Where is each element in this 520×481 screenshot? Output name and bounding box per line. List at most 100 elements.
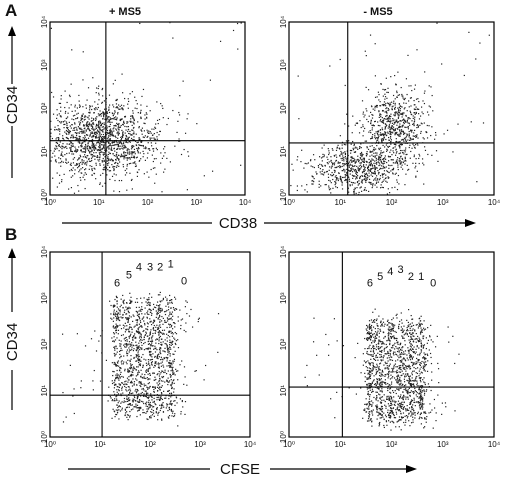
data-point: [109, 144, 111, 146]
data-point: [138, 342, 140, 344]
data-point: [127, 318, 130, 320]
data-point: [388, 139, 390, 141]
data-point: [387, 164, 390, 166]
data-point: [160, 352, 162, 355]
data-point: [397, 157, 399, 159]
data-point: [413, 135, 415, 137]
data-point: [145, 371, 147, 373]
data-point: [140, 375, 142, 377]
data-point: [383, 170, 386, 172]
data-point: [117, 406, 119, 409]
data-point: [172, 366, 174, 368]
data-point: [160, 307, 162, 309]
x-tick-label: 10⁴: [488, 198, 501, 207]
data-point: [383, 118, 385, 120]
row-b-ylabel-text: CD34: [4, 323, 21, 361]
data-point: [166, 348, 169, 351]
data-point: [139, 144, 141, 146]
data-point: [356, 165, 358, 168]
data-point: [393, 114, 395, 116]
data-point: [387, 132, 389, 134]
y-tick-label: 10²: [40, 102, 49, 114]
data-point: [84, 169, 86, 171]
data-point: [116, 106, 118, 108]
data-point: [94, 133, 96, 135]
data-point: [114, 339, 117, 341]
data-point: [149, 374, 151, 376]
data-point: [95, 147, 97, 150]
data-point: [127, 103, 129, 105]
data-point: [169, 313, 171, 315]
data-point: [376, 131, 379, 133]
data-point: [406, 93, 408, 96]
data-point: [381, 138, 383, 140]
data-point: [96, 131, 98, 133]
data-point: [370, 350, 372, 352]
data-point: [343, 158, 345, 160]
data-point: [395, 371, 397, 373]
data-point: [128, 151, 130, 153]
data-point: [120, 349, 122, 352]
data-point: [86, 99, 88, 101]
data-point: [354, 159, 356, 161]
data-point: [371, 362, 373, 364]
data-point: [114, 380, 116, 382]
data-point: [118, 191, 121, 193]
data-point: [134, 107, 136, 109]
data-point: [405, 147, 407, 149]
data-point: [116, 144, 118, 146]
data-point: [88, 109, 91, 111]
data-point: [408, 106, 410, 108]
data-point: [378, 156, 380, 158]
data-point: [158, 353, 160, 355]
data-point: [64, 131, 66, 133]
data-point: [341, 147, 343, 149]
data-point: [157, 328, 159, 330]
data-point: [171, 386, 173, 389]
data-point: [58, 121, 61, 123]
data-point: [50, 27, 52, 29]
data-point: [150, 363, 153, 365]
data-point: [142, 330, 144, 333]
data-point: [413, 121, 415, 123]
data-point: [78, 146, 80, 148]
data-point: [167, 306, 170, 308]
data-point: [65, 110, 67, 113]
data-point: [421, 158, 424, 160]
data-point: [374, 172, 376, 175]
data-point: [393, 123, 395, 125]
data-point: [383, 173, 385, 175]
data-point: [74, 123, 76, 125]
data-point: [152, 406, 154, 408]
data-point: [125, 386, 127, 389]
data-point: [88, 158, 90, 161]
data-point: [397, 121, 399, 123]
data-point: [425, 131, 427, 133]
data-point: [121, 409, 123, 411]
data-point: [163, 329, 166, 331]
data-point: [320, 164, 323, 166]
data-point: [159, 331, 161, 333]
data-point: [397, 128, 399, 130]
data-point: [394, 146, 396, 148]
data-point: [144, 334, 147, 336]
data-point: [408, 146, 410, 149]
data-point: [394, 114, 396, 117]
data-point: [132, 139, 134, 141]
data-point: [164, 397, 166, 399]
data-point: [181, 400, 183, 403]
data-point: [134, 161, 136, 163]
data-point: [401, 116, 403, 118]
data-point: [339, 175, 341, 178]
data-point: [93, 128, 95, 130]
data-point: [401, 93, 403, 96]
data-point: [404, 107, 406, 109]
data-point: [133, 136, 135, 138]
data-point: [103, 159, 105, 161]
data-point: [398, 141, 400, 143]
data-point: [137, 319, 139, 321]
data-point: [403, 140, 405, 142]
data-point: [372, 345, 374, 347]
data-point: [146, 418, 148, 420]
data-point: [356, 147, 358, 149]
